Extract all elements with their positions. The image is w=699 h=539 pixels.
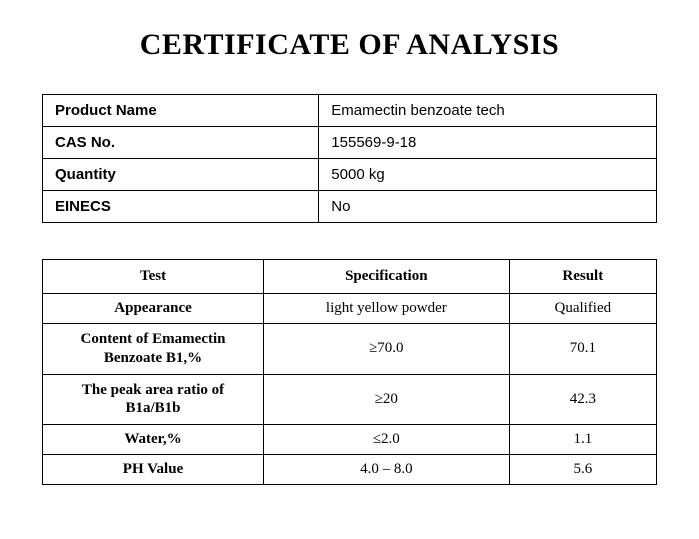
info-value-cas-no: 155569-9-18	[319, 127, 657, 159]
test-results-table: Test Specification Result Appearance lig…	[42, 259, 657, 485]
test-row: Content of Emamectin Benzoate B1,% ≥70.0…	[43, 324, 657, 375]
info-label-cas-no: CAS No.	[43, 127, 319, 159]
test-name-water: Water,%	[43, 425, 264, 455]
test-row: The peak area ratio of B1a/B1b ≥20 42.3	[43, 374, 657, 425]
info-row: Quantity 5000 kg	[43, 159, 657, 191]
test-spec-ph-value: 4.0 – 8.0	[264, 455, 510, 485]
info-row: EINECS No	[43, 191, 657, 223]
header-specification: Specification	[264, 260, 510, 294]
test-result-appearance: Qualified	[509, 294, 656, 324]
test-row: Water,% ≤2.0 1.1	[43, 425, 657, 455]
test-row: PH Value 4.0 – 8.0 5.6	[43, 455, 657, 485]
test-result-water: 1.1	[509, 425, 656, 455]
info-row: Product Name Emamectin benzoate tech	[43, 95, 657, 127]
info-row: CAS No. 155569-9-18	[43, 127, 657, 159]
info-label-einecs: EINECS	[43, 191, 319, 223]
info-value-quantity: 5000 kg	[319, 159, 657, 191]
test-result-peak-area-ratio: 42.3	[509, 374, 656, 425]
product-info-table: Product Name Emamectin benzoate tech CAS…	[42, 94, 657, 223]
info-label-quantity: Quantity	[43, 159, 319, 191]
test-spec-appearance: light yellow powder	[264, 294, 510, 324]
header-test: Test	[43, 260, 264, 294]
test-name-peak-area-ratio: The peak area ratio of B1a/B1b	[43, 374, 264, 425]
document-title: CERTIFICATE OF ANALYSIS	[42, 28, 657, 62]
test-name-content-emamectin: Content of Emamectin Benzoate B1,%	[43, 324, 264, 375]
test-header-row: Test Specification Result	[43, 260, 657, 294]
test-spec-peak-area-ratio: ≥20	[264, 374, 510, 425]
test-spec-water: ≤2.0	[264, 425, 510, 455]
info-label-product-name: Product Name	[43, 95, 319, 127]
test-name-appearance: Appearance	[43, 294, 264, 324]
header-result: Result	[509, 260, 656, 294]
test-row: Appearance light yellow powder Qualified	[43, 294, 657, 324]
info-value-product-name: Emamectin benzoate tech	[319, 95, 657, 127]
test-spec-content-emamectin: ≥70.0	[264, 324, 510, 375]
test-result-ph-value: 5.6	[509, 455, 656, 485]
test-result-content-emamectin: 70.1	[509, 324, 656, 375]
test-name-ph-value: PH Value	[43, 455, 264, 485]
info-value-einecs: No	[319, 191, 657, 223]
